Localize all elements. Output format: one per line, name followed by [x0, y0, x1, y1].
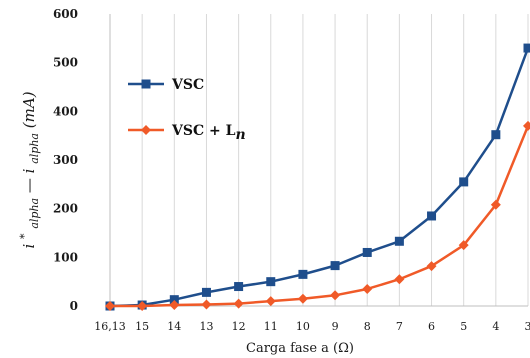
data-point-vsc: [234, 282, 244, 292]
y-tick-label: 200: [53, 202, 78, 216]
x-tick-label: 7: [396, 320, 403, 333]
data-point-vsc: [459, 177, 469, 187]
legend: VSC VSC + Ln: [128, 77, 246, 143]
y-tick-label: 600: [53, 7, 78, 21]
series-line-vsc-ln: [110, 125, 530, 308]
data-point-vsc-ln: [458, 240, 469, 251]
legend-label-vsc-ln-sub: n: [235, 127, 245, 143]
data-point-vsc: [169, 295, 179, 305]
axes: [109, 14, 528, 307]
data-point-vsc: [362, 247, 372, 257]
data-point-vsc-ln: [265, 296, 276, 307]
data-point-vsc: [394, 236, 404, 246]
data-point-vsc: [201, 287, 211, 297]
x-tick-label: 9: [332, 320, 339, 333]
x-tick-label: 15: [135, 320, 149, 333]
x-tick-label: 16,13: [94, 320, 126, 333]
ylabel-sub: alpha: [28, 133, 41, 164]
x-tick-label: 13: [199, 320, 213, 333]
x-tick-label: 10: [296, 320, 310, 333]
y-tick-label: 100: [53, 250, 78, 264]
data-point-vsc-ln: [169, 300, 180, 311]
data-point-vsc: [266, 277, 276, 287]
legend-label-vsc: VSC: [171, 77, 204, 93]
data-point-vsc-ln: [201, 299, 212, 310]
x-tick-label: 3: [525, 320, 530, 333]
data-point-vsc: [298, 269, 308, 279]
y-tick-label: 400: [53, 104, 78, 118]
ylabel-dash: —: [20, 173, 38, 193]
y-tick-label: 300: [53, 153, 78, 167]
data-point-vsc-ln: [523, 120, 530, 131]
series-group: [105, 43, 530, 311]
data-point-vsc-ln: [105, 301, 115, 311]
ylabel-part: i: [20, 168, 38, 173]
data-point-vsc-ln: [330, 290, 341, 301]
data-point-vsc-ln: [297, 293, 308, 304]
ylabel-part: i: [20, 244, 38, 249]
data-point-vsc-ln: [137, 301, 148, 311]
grid-lines: [109, 14, 529, 306]
data-point-vsc-ln: [394, 274, 405, 285]
data-point-vsc: [330, 261, 340, 271]
data-point-vsc-ln: [490, 199, 501, 210]
data-point-vsc-ln: [233, 298, 244, 309]
x-axis-ticks: 16,13 15 14 13 12 11 10 9 8 7 6 5 4 3: [94, 320, 530, 333]
ylabel-sub: alpha: [28, 198, 41, 229]
legend-marker-vsc: [141, 79, 151, 89]
data-point-vsc-ln: [426, 261, 437, 272]
data-point-vsc: [491, 130, 501, 140]
y-tick-label: 500: [53, 56, 78, 70]
y-axis-ticks: 0 100 200 300 400 500 600: [53, 7, 78, 313]
x-axis-title: Carga fase a (Ω): [246, 341, 354, 356]
x-tick-label: 11: [264, 320, 278, 333]
x-tick-label: 8: [364, 320, 371, 333]
x-tick-label: 14: [167, 320, 181, 333]
ylabel-sup: *: [18, 233, 31, 239]
data-point-vsc-ln: [362, 283, 373, 294]
data-point-vsc: [427, 211, 437, 221]
y-tick-label: 0: [70, 299, 78, 313]
legend-label-vsc-ln: VSC + Ln: [171, 123, 246, 143]
x-tick-label: 12: [232, 320, 246, 333]
x-tick-label: 5: [460, 320, 467, 333]
y-axis-title: i * alpha — i alpha (mA): [14, 91, 42, 248]
data-point-vsc: [523, 43, 530, 53]
x-tick-label: 6: [428, 320, 435, 333]
ylabel-unit: (mA): [20, 91, 38, 128]
series-line-vsc: [109, 47, 530, 308]
legend-label-vsc-ln-main: VSC + L: [171, 123, 236, 139]
legend-marker-vsc-ln: [141, 125, 151, 135]
x-tick-label: 4: [492, 320, 499, 333]
